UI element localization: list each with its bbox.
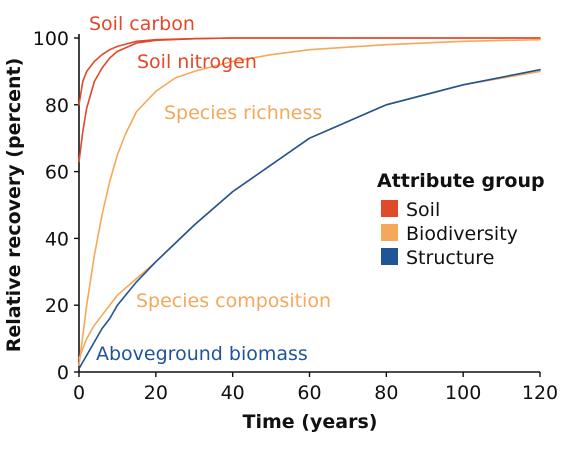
y-axis-title: Relative recovery (percent) <box>3 58 25 353</box>
series-line-soil-nitrogen <box>78 37 541 163</box>
series-line-species-richness <box>78 38 541 367</box>
legend-swatch-biodiversity <box>381 224 398 241</box>
series-label-aboveground-biomass: Aboveground biomass <box>96 343 308 365</box>
legend: Attribute group SoilBiodiversityStructur… <box>377 170 545 269</box>
x-tick-label: 40 <box>221 382 245 404</box>
legend-label-biodiversity: Biodiversity <box>406 223 518 245</box>
x-tick-label: 20 <box>144 382 168 404</box>
y-tick-label: 100 <box>33 28 69 50</box>
y-tick-label: 80 <box>45 95 69 117</box>
x-tick-label: 60 <box>297 382 321 404</box>
x-tick-label: 100 <box>445 382 481 404</box>
series-label-species-richness: Species richness <box>164 102 322 124</box>
series-line-aboveground-biomass <box>78 68 541 370</box>
series-label-species-composition: Species composition <box>136 290 331 312</box>
x-axis-ticks: 0 20 40 60 80 100 120 <box>73 372 558 404</box>
y-tick-label: 20 <box>45 295 69 317</box>
plot-area: 0 20 40 60 80 100 120 0 20 40 60 80 100 <box>33 28 558 404</box>
y-tick-label: 0 <box>57 362 69 384</box>
legend-label-soil: Soil <box>406 199 440 221</box>
x-tick-label: 0 <box>73 382 85 404</box>
legend-label-structure: Structure <box>406 247 494 269</box>
legend-swatch-structure <box>381 248 398 265</box>
series-annotations: Soil carbon Soil nitrogen Species richness… <box>89 13 331 365</box>
series-label-soil-carbon: Soil carbon <box>89 13 195 35</box>
y-axis-ticks: 0 20 40 60 80 100 <box>33 28 79 384</box>
legend-title: Attribute group <box>377 170 545 192</box>
y-tick-label: 40 <box>45 228 69 250</box>
legend-swatch-soil <box>381 200 398 217</box>
y-tick-label: 60 <box>45 162 69 184</box>
series-lines <box>78 37 541 370</box>
series-label-soil-nitrogen: Soil nitrogen <box>137 51 257 73</box>
x-tick-label: 120 <box>522 382 558 404</box>
x-tick-label: 80 <box>374 382 398 404</box>
x-axis-title: Time (years) <box>243 411 378 433</box>
